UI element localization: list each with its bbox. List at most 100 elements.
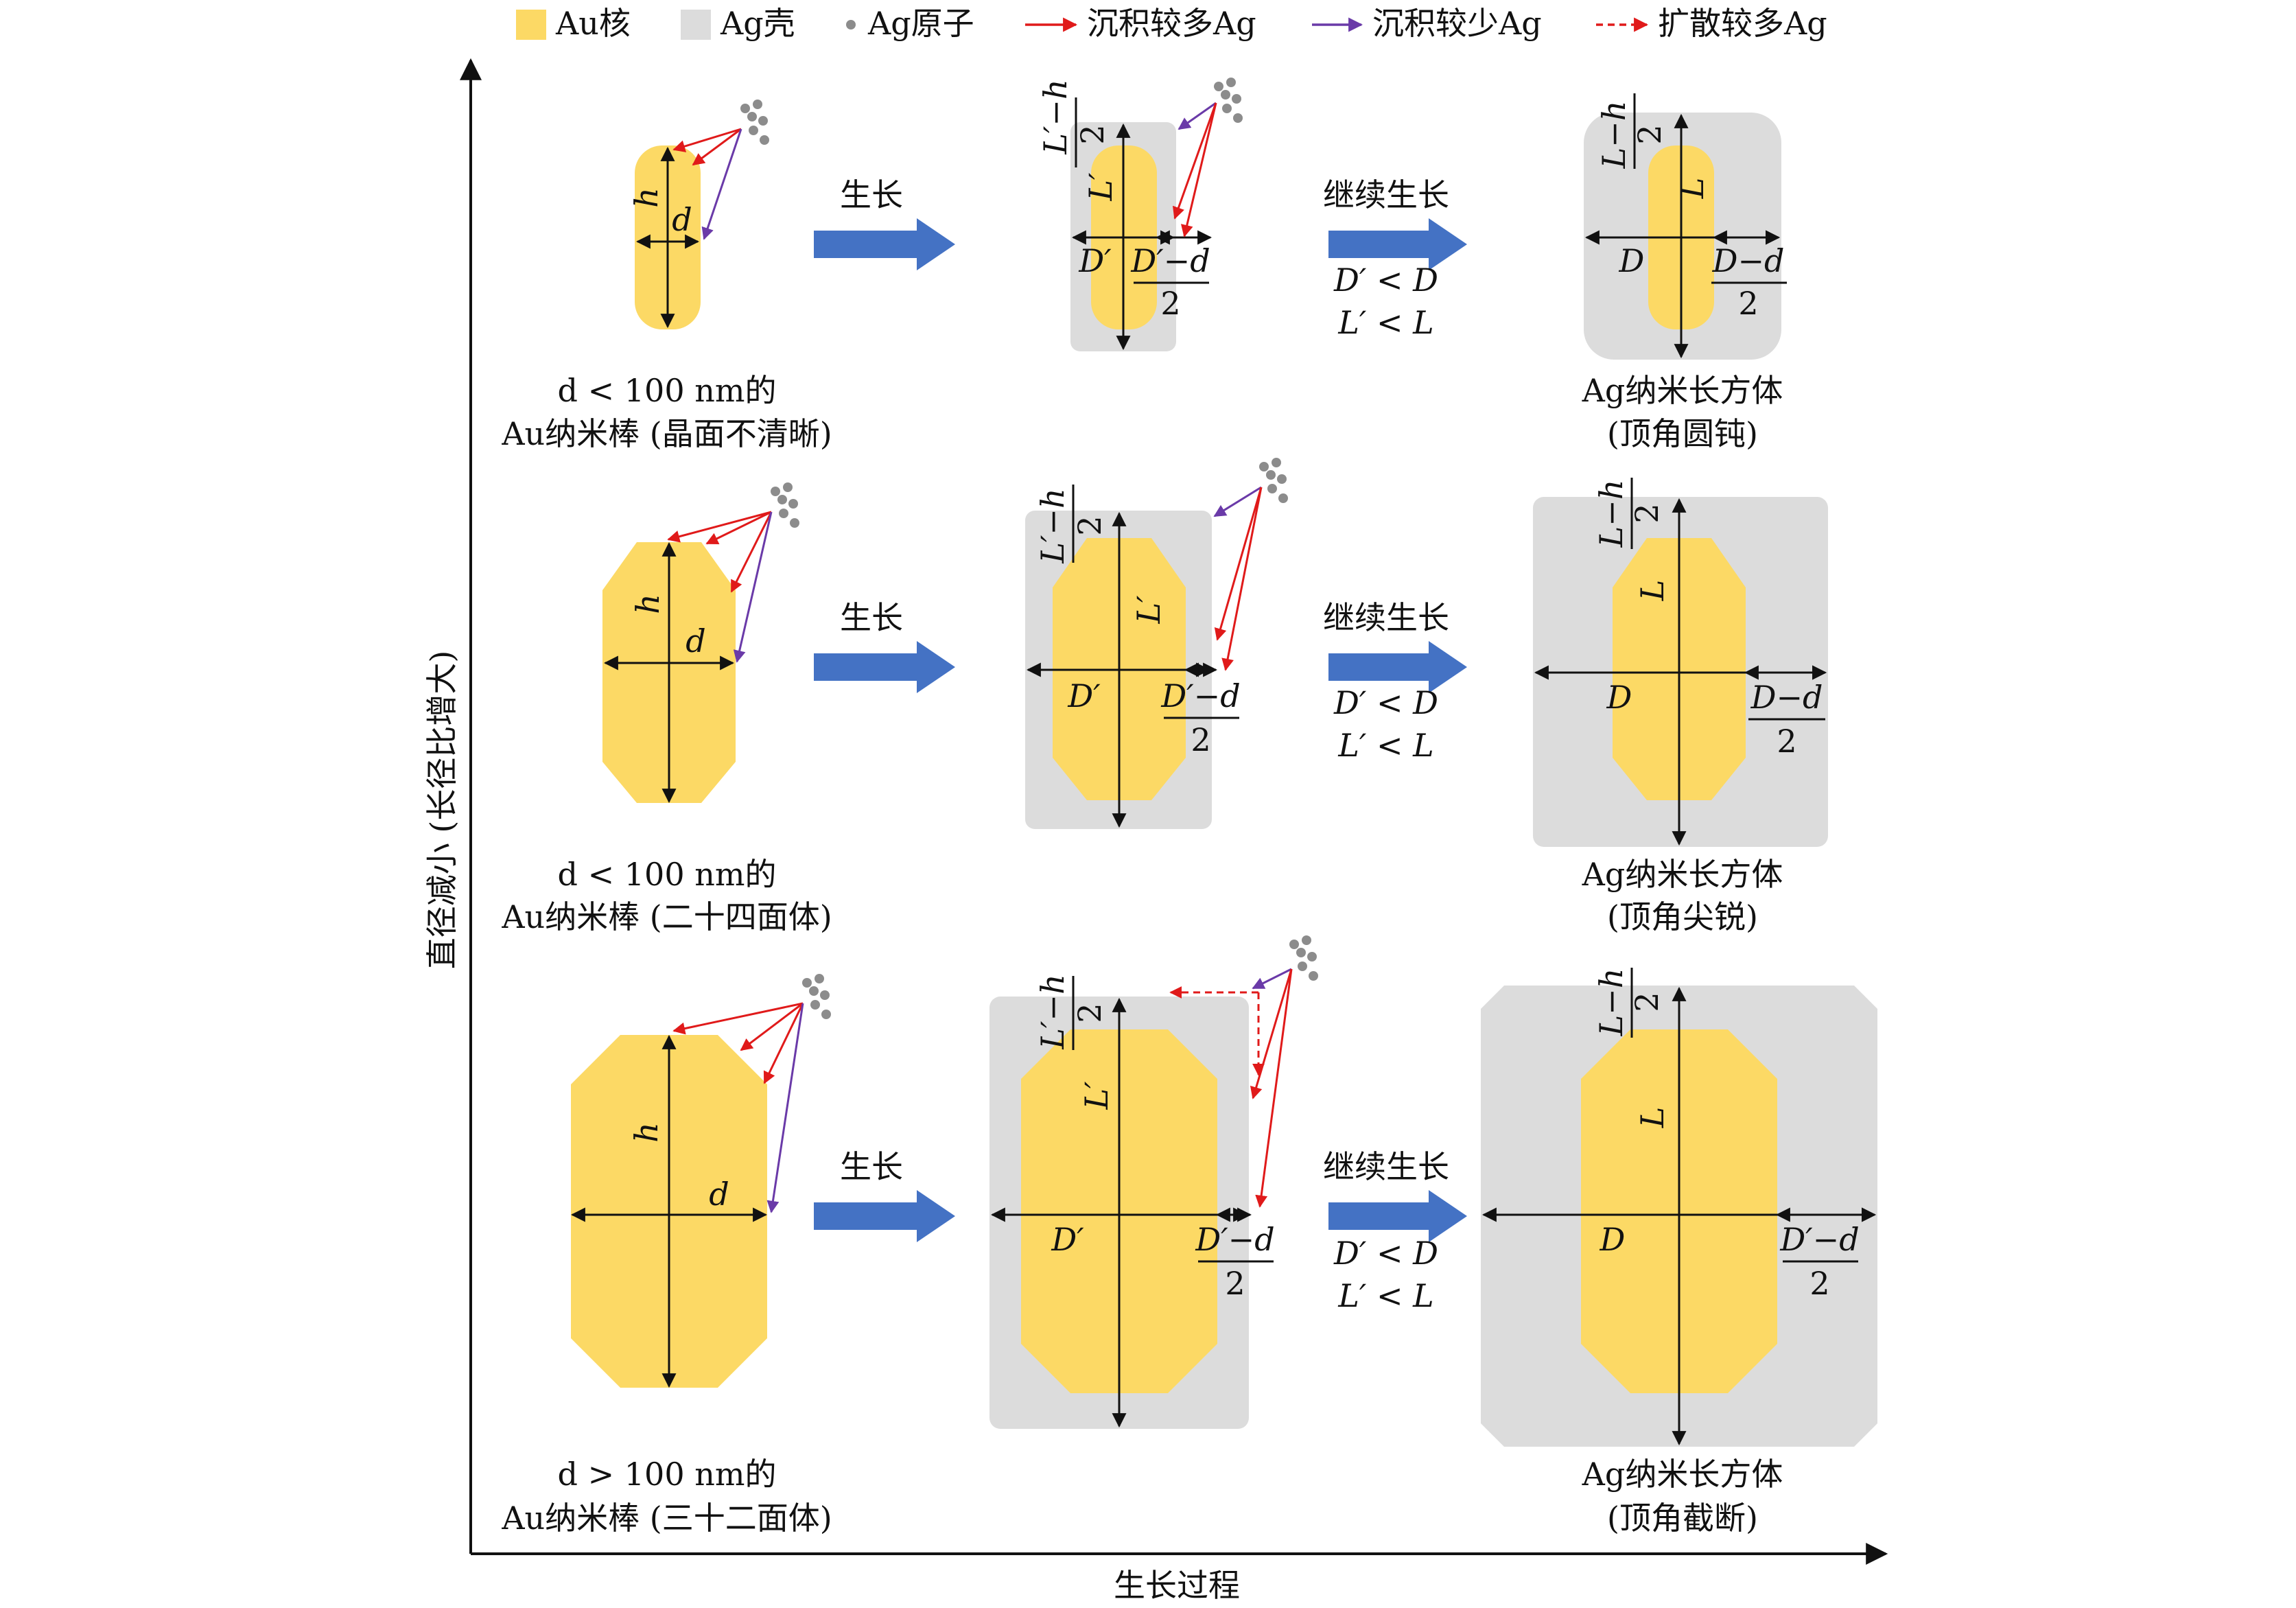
- cond-D: D′ < D: [1333, 261, 1438, 299]
- L-prime-label: L′: [1082, 172, 1119, 202]
- deposit-arrow-side: [733, 511, 773, 663]
- row-1: h d d < 100 nm的 Au纳米棒 (晶面不清晰) 生长 L′−h 2 …: [501, 78, 1787, 452]
- continue-label: 继续生长: [1323, 176, 1449, 213]
- ag-atom-cluster: [802, 974, 831, 1019]
- continue-arrow: [1328, 1190, 1467, 1242]
- cond-L: L′ < L: [1337, 304, 1433, 341]
- deposit-arrow-side: [1180, 102, 1217, 237]
- legend: Au核 Ag壳 Ag原子 沉积较多Ag 沉积较少Ag 扩散较多Ag: [516, 5, 1827, 42]
- D-label: D: [1606, 679, 1632, 716]
- cond-L: L′ < L: [1337, 1277, 1433, 1314]
- d-label: d: [686, 622, 705, 660]
- ag-atom-cluster: [1259, 458, 1288, 503]
- y-axis-label: 直径减小 (长径比增大): [423, 651, 460, 970]
- D-prime-label: D′: [1067, 677, 1101, 714]
- end-caption-2: (顶角截断): [1607, 1500, 1758, 1537]
- deposit-arrow-top: [672, 1002, 804, 1035]
- L-label: L: [1674, 178, 1711, 200]
- L-minus-h-label: L−h: [1595, 101, 1632, 170]
- deposit-arrow-corner: [740, 1002, 804, 1051]
- two-label: 2: [1631, 124, 1668, 144]
- two-label: 2: [1628, 503, 1665, 523]
- deposit-arrow-corner: [692, 128, 742, 166]
- deposit-arrow-side: [1221, 487, 1263, 671]
- two-label: 2: [1074, 124, 1111, 144]
- grow-label: 生长: [840, 1148, 903, 1185]
- L-prime-label: L′: [1078, 1081, 1115, 1110]
- deposit-arrow-corner: [1250, 968, 1293, 1099]
- Lp-minus-h-label: L′−h: [1034, 974, 1071, 1049]
- deposit-arrow-top: [672, 128, 742, 152]
- h-label: h: [628, 1122, 665, 1143]
- D-prime-label: D′: [1051, 1221, 1084, 1258]
- deposit-arrow-top: [1213, 486, 1262, 517]
- start-caption-2: Au纳米棒 (二十四面体): [501, 898, 832, 935]
- cond-L: L′ < L: [1337, 727, 1433, 764]
- ag-atom-cluster: [1289, 935, 1318, 981]
- cond-D: D′ < D: [1333, 1235, 1438, 1272]
- h-label: h: [629, 594, 666, 614]
- deposit-arrow-corner: [1172, 102, 1217, 220]
- deposit-arrow-corner: [1214, 487, 1263, 641]
- deposit-arrow-side: [766, 1003, 804, 1213]
- legend-less-deposit: 沉积较少Ag: [1372, 5, 1542, 42]
- D-label: D: [1600, 1221, 1626, 1258]
- D-minus-d-label: D−d: [1750, 679, 1823, 716]
- D-minus-d-label: D−d: [1712, 242, 1785, 279]
- au-core-swatch: [516, 10, 546, 40]
- legend-more-diffuse: 扩散较多Ag: [1658, 5, 1827, 42]
- continue-arrow: [1328, 218, 1467, 270]
- D-label: D: [1619, 242, 1645, 279]
- ag-atom-cluster: [771, 482, 799, 528]
- two-label-2: 2: [1777, 723, 1796, 760]
- deposit-arrow-top: [1252, 968, 1292, 990]
- end-caption-2: (顶角圆钝): [1607, 415, 1758, 452]
- start-caption-2: Au纳米棒 (晶面不清晰): [501, 415, 832, 452]
- d-label: d: [672, 201, 692, 238]
- legend-more-deposit: 沉积较多Ag: [1087, 5, 1256, 42]
- deposit-arrow-corner: [705, 511, 772, 545]
- deposit-arrow-top: [667, 511, 772, 543]
- continue-arrow: [1328, 641, 1467, 693]
- L-minus-h-label: L−h: [1593, 968, 1630, 1037]
- grow-arrow: [814, 218, 955, 270]
- cond-D: D′ < D: [1333, 684, 1438, 721]
- two-label-2: 2: [1225, 1265, 1245, 1302]
- d-label: d: [709, 1176, 729, 1213]
- deposit-arrow-side: [701, 128, 742, 240]
- deposit-arrow-corner-2: [730, 511, 773, 593]
- two-label-2: 2: [1809, 1265, 1829, 1302]
- start-caption-1: d > 100 nm的: [558, 1456, 777, 1493]
- Dp-minus-d-label: D′−d: [1195, 1221, 1274, 1258]
- axes: 直径减小 (长径比增大) 生长过程: [423, 58, 1888, 1604]
- grow-arrow: [814, 641, 955, 693]
- end-caption-1: Ag纳米长方体: [1582, 1456, 1783, 1493]
- ag-atom-icon: [846, 20, 856, 30]
- h-label: h: [628, 187, 665, 208]
- grow-arrow: [814, 1190, 955, 1242]
- Lp-minus-h-label: L′−h: [1037, 79, 1074, 154]
- start-caption-1: d < 100 nm的: [558, 372, 777, 409]
- continue-label: 继续生长: [1323, 1148, 1449, 1185]
- row-2: h d d < 100 nm的 Au纳米棒 (二十四面体) 生长 L′−h 2 …: [501, 458, 1828, 935]
- start-caption-1: d < 100 nm的: [558, 856, 777, 893]
- start-caption-2: Au纳米棒 (三十二面体): [501, 1500, 832, 1537]
- ag-atom-cluster: [1214, 78, 1243, 123]
- grow-label: 生长: [840, 599, 903, 636]
- grow-label: 生长: [840, 176, 903, 213]
- deposit-arrow-side: [1255, 968, 1293, 1208]
- legend-au-core: Au核: [555, 5, 631, 42]
- ag-shell-swatch: [681, 10, 711, 40]
- Dp-minus-d-label: D′−d: [1160, 677, 1240, 714]
- two-label: 2: [1071, 515, 1108, 535]
- L-label: L: [1634, 580, 1671, 602]
- end-caption-2: (顶角尖锐): [1607, 898, 1758, 935]
- two-label: 2: [1628, 992, 1665, 1012]
- L-label: L: [1634, 1107, 1671, 1129]
- Lp-minus-h-label: L′−h: [1034, 488, 1071, 563]
- legend-ag-shell: Ag壳: [720, 5, 795, 42]
- deposit-arrow-corner-2: [763, 1003, 804, 1084]
- end-caption-1: Ag纳米长方体: [1582, 372, 1783, 409]
- Dp-minus-d-label: D′−d: [1130, 242, 1210, 279]
